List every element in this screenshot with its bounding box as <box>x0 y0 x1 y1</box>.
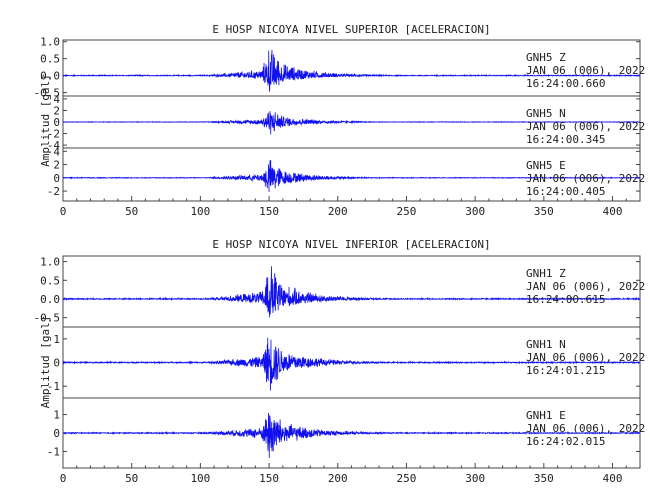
series-date: JAN 06 (006), 2022 <box>526 280 645 293</box>
waveform-line <box>62 111 641 135</box>
series-date: JAN 06 (006), 2022 <box>526 64 645 77</box>
series-name: GNH5 E <box>526 159 566 172</box>
series-time: 16:24:00.405 <box>526 185 605 198</box>
x-tick-label: 50 <box>125 205 138 218</box>
x-tick-label: 250 <box>397 472 417 485</box>
y-tick-label: -1 <box>47 380 60 393</box>
y-tick-label: 0.0 <box>40 293 60 306</box>
series-time: 16:24:00.345 <box>526 133 605 146</box>
waveform-line <box>62 266 641 318</box>
series-name: GNH5 N <box>526 107 566 120</box>
series-date: JAN 06 (006), 2022 <box>526 120 645 133</box>
waveform-line <box>62 337 641 391</box>
x-tick-label: 250 <box>397 205 417 218</box>
series-time: 16:24:00.615 <box>526 293 605 306</box>
series-date: JAN 06 (006), 2022 <box>526 422 645 435</box>
waveform-line <box>62 49 641 92</box>
y-tick-label: 4 <box>53 145 60 158</box>
x-tick-label: 350 <box>534 205 554 218</box>
x-tick-label: 50 <box>125 472 138 485</box>
chart-title: E HOSP NICOYA NIVEL INFERIOR [ACELERACIO… <box>212 238 490 251</box>
y-tick-label: -2 <box>47 128 60 141</box>
chart-2: E HOSP NICOYA NIVEL INFERIOR [ACELERACIO… <box>34 238 646 485</box>
x-tick-label: 0 <box>60 472 67 485</box>
y-tick-label: 4 <box>53 93 60 106</box>
y-tick-label: 2 <box>53 159 60 172</box>
x-tick-label: 200 <box>328 472 348 485</box>
series-name: GNH1 Z <box>526 267 566 280</box>
y-tick-label: -1 <box>47 445 60 458</box>
x-tick-label: 300 <box>465 472 485 485</box>
chart-1: E HOSP NICOYA NIVEL SUPERIOR [ACELERACIO… <box>34 23 646 218</box>
y-tick-label: 0 <box>53 116 60 129</box>
y-tick-label: 1 <box>53 333 60 346</box>
series-time: 16:24:00.660 <box>526 77 605 90</box>
series-name: GNH5 Z <box>526 51 566 64</box>
y-tick-label: -0.5 <box>34 87 61 100</box>
y-tick-label: 2 <box>53 104 60 117</box>
x-tick-label: 400 <box>603 472 623 485</box>
waveform-line <box>62 412 641 458</box>
y-tick-label: -4 <box>47 139 61 152</box>
x-tick-label: 350 <box>534 472 554 485</box>
y-tick-label: 0.5 <box>40 274 60 287</box>
y-tick-label: 0 <box>53 427 60 440</box>
series-date: JAN 06 (006), 2022 <box>526 351 645 364</box>
waveform-line <box>62 159 641 192</box>
y-tick-label: 1.0 <box>40 256 60 269</box>
chart-title: E HOSP NICOYA NIVEL SUPERIOR [ACELERACIO… <box>212 23 490 36</box>
y-tick-label: 0 <box>53 172 60 185</box>
series-name: GNH1 E <box>526 409 566 422</box>
x-tick-label: 400 <box>603 205 623 218</box>
y-tick-label: 1.0 <box>40 36 60 49</box>
series-time: 16:24:01.215 <box>526 364 605 377</box>
y-axis-label: Amplitud [gal] <box>39 74 52 167</box>
x-tick-label: 100 <box>190 472 210 485</box>
x-tick-label: 200 <box>328 205 348 218</box>
series-time: 16:24:02.015 <box>526 435 605 448</box>
y-tick-label: -2 <box>47 185 60 198</box>
y-tick-label: 0 <box>53 357 60 370</box>
x-tick-label: 0 <box>60 205 67 218</box>
y-tick-label: 0.5 <box>40 53 60 66</box>
x-tick-label: 100 <box>190 205 210 218</box>
y-tick-label: 1 <box>53 409 60 422</box>
y-tick-label: 0.0 <box>40 70 60 83</box>
y-axis-label: Amplitud [gal] <box>39 316 52 409</box>
x-tick-label: 300 <box>465 205 485 218</box>
x-tick-label: 150 <box>259 205 279 218</box>
series-date: JAN 06 (006), 2022 <box>526 172 645 185</box>
x-tick-label: 150 <box>259 472 279 485</box>
y-tick-label: -0.5 <box>34 312 61 325</box>
series-name: GNH1 N <box>526 338 566 351</box>
